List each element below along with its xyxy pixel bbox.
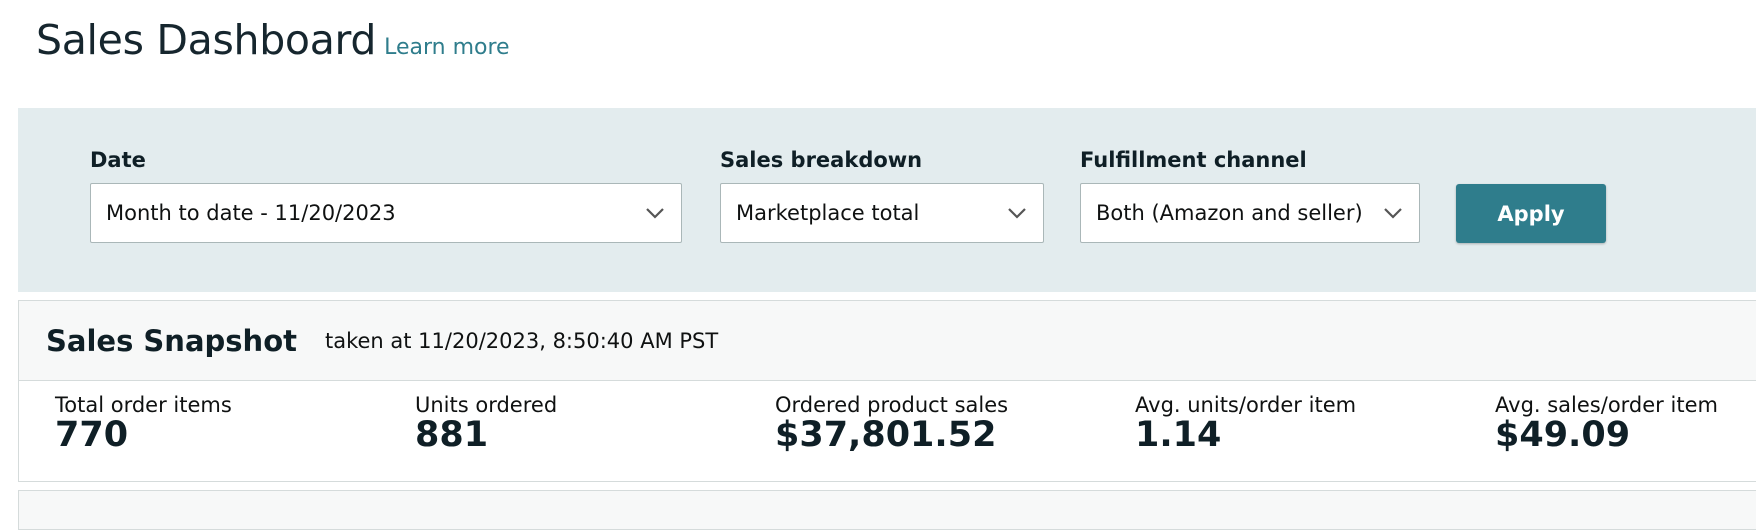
chevron-down-icon bbox=[1384, 208, 1402, 219]
snapshot-timestamp: taken at 11/20/2023, 8:50:40 AM PST bbox=[324, 328, 719, 353]
snapshot-title: Sales Snapshot bbox=[46, 323, 297, 358]
sales-snapshot-panel: Sales Snapshot taken at 11/20/2023, 8:50… bbox=[18, 300, 1756, 482]
apply-button[interactable]: Apply bbox=[1456, 184, 1606, 243]
sales-breakdown-select[interactable]: Marketplace total bbox=[720, 183, 1044, 243]
metric-value: 770 bbox=[55, 415, 129, 455]
metric-total-order-items: Total order items 770 bbox=[55, 393, 232, 455]
next-panel bbox=[18, 490, 1756, 530]
date-select[interactable]: Month to date - 11/20/2023 bbox=[90, 183, 682, 243]
metric-avg-units-per-order-item: Avg. units/order item 1.14 bbox=[1135, 393, 1356, 455]
sales-breakdown-label: Sales breakdown bbox=[720, 148, 923, 172]
fulfillment-channel-select[interactable]: Both (Amazon and seller) bbox=[1080, 183, 1420, 243]
filter-bar: Date Month to date - 11/20/2023 Sales br… bbox=[18, 108, 1756, 292]
date-filter: Date Month to date - 11/20/2023 bbox=[90, 148, 682, 243]
metric-avg-sales-per-order-item: Avg. sales/order item $49.09 bbox=[1495, 393, 1718, 455]
metric-ordered-product-sales: Ordered product sales $37,801.52 bbox=[775, 393, 1008, 455]
metric-units-ordered: Units ordered 881 bbox=[415, 393, 557, 455]
sales-breakdown-value: Marketplace total bbox=[736, 201, 920, 225]
metric-value: 881 bbox=[415, 415, 489, 455]
sales-breakdown-filter: Sales breakdown Marketplace total bbox=[720, 148, 1044, 243]
metric-value: $37,801.52 bbox=[775, 415, 997, 455]
metric-label: Avg. units/order item bbox=[1135, 393, 1357, 417]
metric-label: Units ordered bbox=[415, 393, 558, 417]
fulfillment-channel-filter: Fulfillment channel Both (Amazon and sel… bbox=[1080, 148, 1420, 243]
metric-value: $49.09 bbox=[1495, 415, 1631, 455]
date-select-value: Month to date - 11/20/2023 bbox=[106, 201, 396, 225]
metric-label: Total order items bbox=[55, 393, 232, 417]
metric-value: 1.14 bbox=[1135, 415, 1222, 455]
learn-more-link[interactable]: Learn more bbox=[384, 35, 510, 60]
page-header: Sales Dashboard Learn more bbox=[36, 16, 510, 64]
snapshot-header: Sales Snapshot taken at 11/20/2023, 8:50… bbox=[19, 301, 1756, 381]
date-filter-label: Date bbox=[90, 148, 146, 172]
fulfillment-channel-label: Fulfillment channel bbox=[1080, 148, 1307, 172]
chevron-down-icon bbox=[1008, 208, 1026, 219]
chevron-down-icon bbox=[646, 208, 664, 219]
metric-label: Ordered product sales bbox=[775, 393, 1009, 417]
snapshot-metrics: Total order items 770 Units ordered 881 … bbox=[19, 381, 1756, 481]
page-title: Sales Dashboard bbox=[36, 16, 377, 64]
metric-label: Avg. sales/order item bbox=[1495, 393, 1718, 417]
fulfillment-channel-value: Both (Amazon and seller) bbox=[1096, 201, 1363, 225]
